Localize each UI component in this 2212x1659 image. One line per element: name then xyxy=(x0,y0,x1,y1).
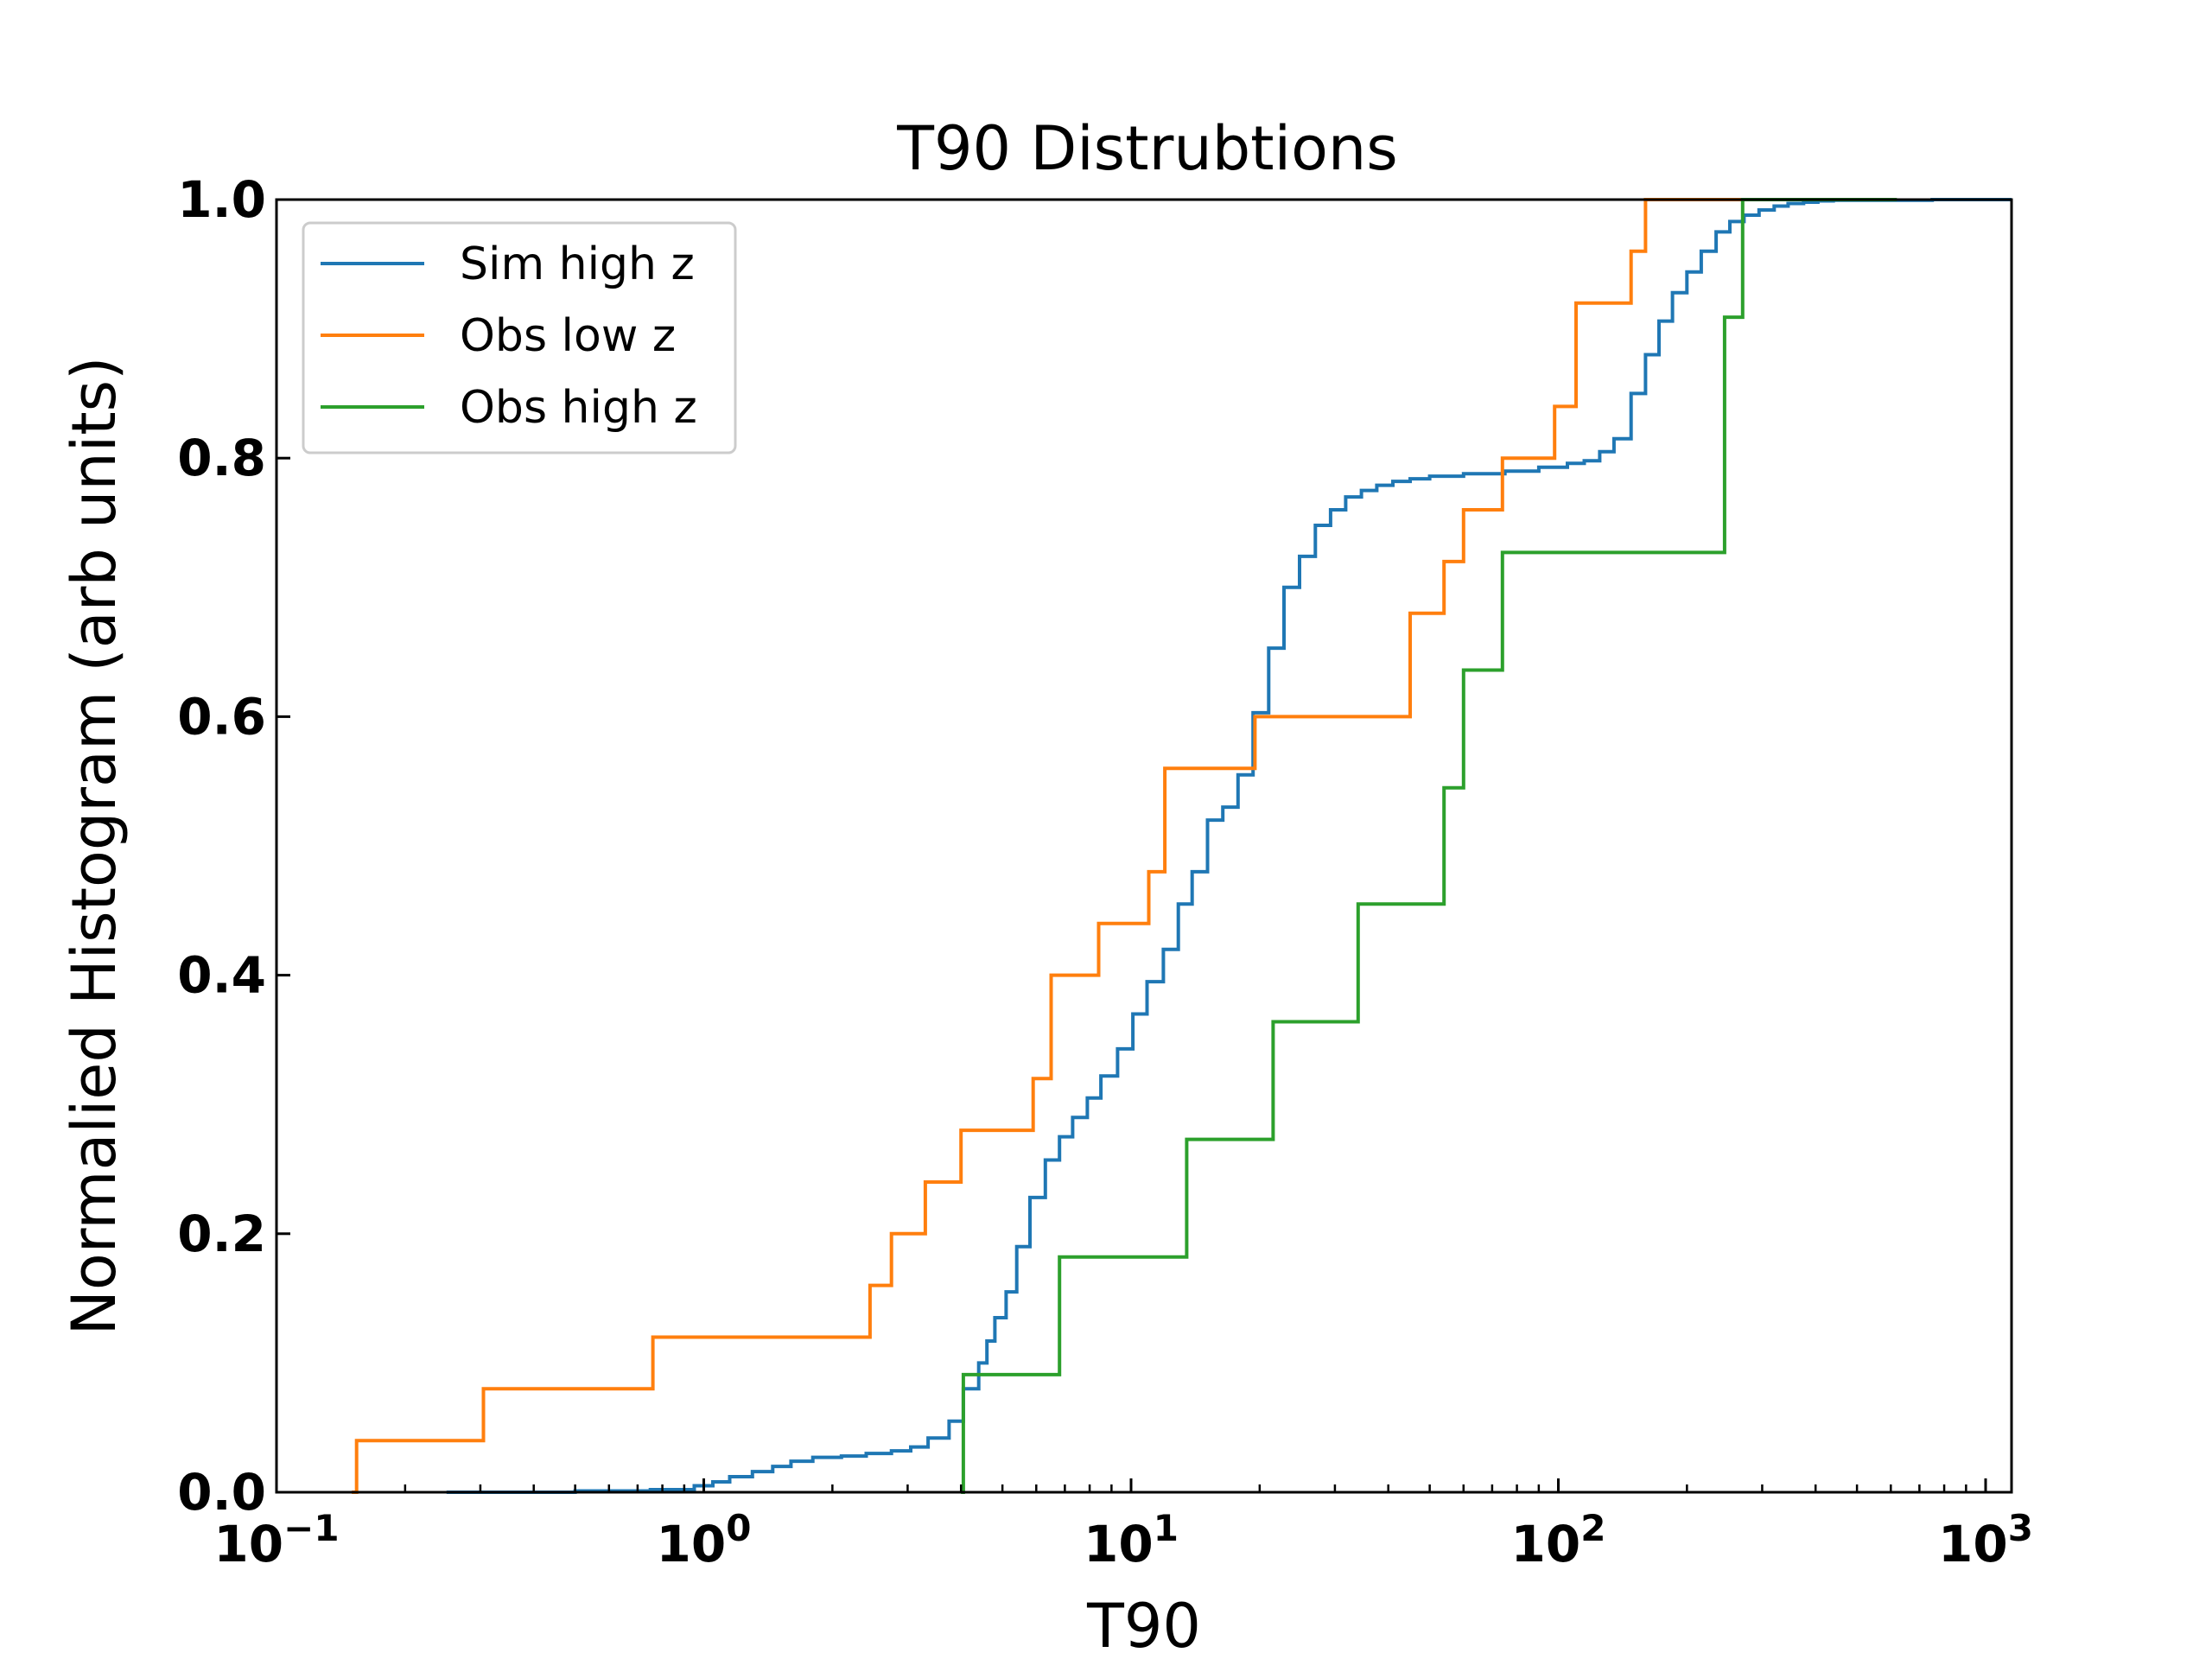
ticks-layer: 0.0 0.2 0.4 0.6 0.8 1.0 10−1 100 101 102 103 xyxy=(177,170,2033,1573)
series-line-2 xyxy=(961,198,1897,1494)
y-tick-label: 0.6 xyxy=(177,687,266,746)
legend-label-2: Obs high z xyxy=(460,382,697,434)
y-tick-label: 0.8 xyxy=(177,429,266,487)
legend-box xyxy=(302,221,737,454)
y-axis-title: Normalied Histogram (arb units) xyxy=(59,357,130,1336)
series-line-0 xyxy=(446,198,2012,1494)
y-tick-label: 0.4 xyxy=(177,946,266,1005)
plot-frame xyxy=(275,198,2013,1494)
series-layer xyxy=(352,198,2012,1494)
x-tick-label: 103 xyxy=(1938,1507,2033,1573)
x-tick-label: 101 xyxy=(1084,1507,1179,1573)
chart-title: T90 Distrubtions xyxy=(896,113,1397,184)
x-tick-label: 100 xyxy=(657,1507,752,1573)
y-tick-label: 0.2 xyxy=(177,1205,266,1263)
legend-entries: Sim high z Obs low z Obs high z xyxy=(321,238,697,434)
x-tick-label: 10−1 xyxy=(213,1507,339,1573)
legend-label-0: Sim high z xyxy=(460,238,695,290)
series-line-1 xyxy=(352,198,1743,1494)
legend-label-1: Obs low z xyxy=(460,310,676,362)
legend: Sim high z Obs low z Obs high z xyxy=(302,221,737,454)
x-tick-label: 102 xyxy=(1511,1507,1606,1573)
y-tick-label: 1.0 xyxy=(177,170,266,229)
y-tick-label: 0.0 xyxy=(177,1463,266,1522)
x-axis-title: T90 xyxy=(1086,1591,1201,1659)
